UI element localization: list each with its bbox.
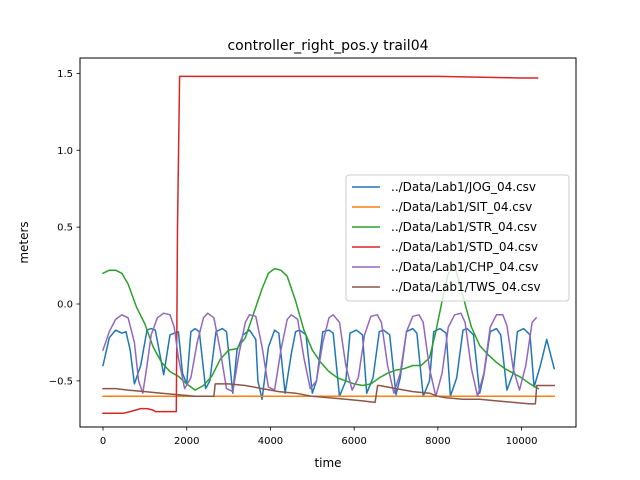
series-line-0 — [102, 327, 556, 401]
y-tick-label: 0.0 — [57, 300, 73, 311]
legend-label: ../Data/Lab1/CHP_04.csv — [391, 260, 538, 274]
x-tick-label: 0 — [100, 436, 106, 447]
series-line-3 — [102, 75, 539, 414]
x-tick-label: 6000 — [341, 436, 366, 447]
x-tick-label: 2000 — [174, 436, 199, 447]
legend-label: ../Data/Lab1/TWS_04.csv — [391, 280, 541, 294]
y-tick-label: 1.0 — [57, 146, 73, 157]
series-line-5 — [102, 383, 555, 405]
y-axis-label: meters — [17, 221, 31, 263]
x-axis-label: time — [314, 456, 341, 470]
series-layer — [101, 75, 556, 414]
y-axis: −0.5 0.0 0.5 1.0 1.5 — [49, 69, 80, 387]
y-tick-label: 0.5 — [57, 223, 73, 234]
legend-label: ../Data/Lab1/SIT_04.csv — [391, 200, 532, 214]
legend-label: ../Data/Lab1/STR_04.csv — [391, 220, 537, 234]
legend-label: ../Data/Lab1/STD_04.csv — [391, 240, 538, 254]
legend-label: ../Data/Lab1/JOG_04.csv — [391, 180, 536, 194]
x-axis: 0 2000 4000 6000 8000 10000 — [100, 427, 538, 447]
y-tick-label: −0.5 — [49, 376, 73, 387]
y-tick-label: 1.5 — [57, 69, 73, 80]
legend-box — [345, 174, 570, 302]
plot-frame — [79, 57, 577, 428]
series-line-4 — [102, 312, 538, 398]
chart-title: controller_right_pos.y trail04 — [227, 38, 428, 54]
x-tick-label: 8000 — [425, 436, 450, 447]
legend: ../Data/Lab1/JOG_04.csv ../Data/Lab1/SIT_… — [345, 174, 570, 302]
x-tick-label: 4000 — [258, 436, 283, 447]
x-tick-label: 10000 — [506, 436, 538, 447]
